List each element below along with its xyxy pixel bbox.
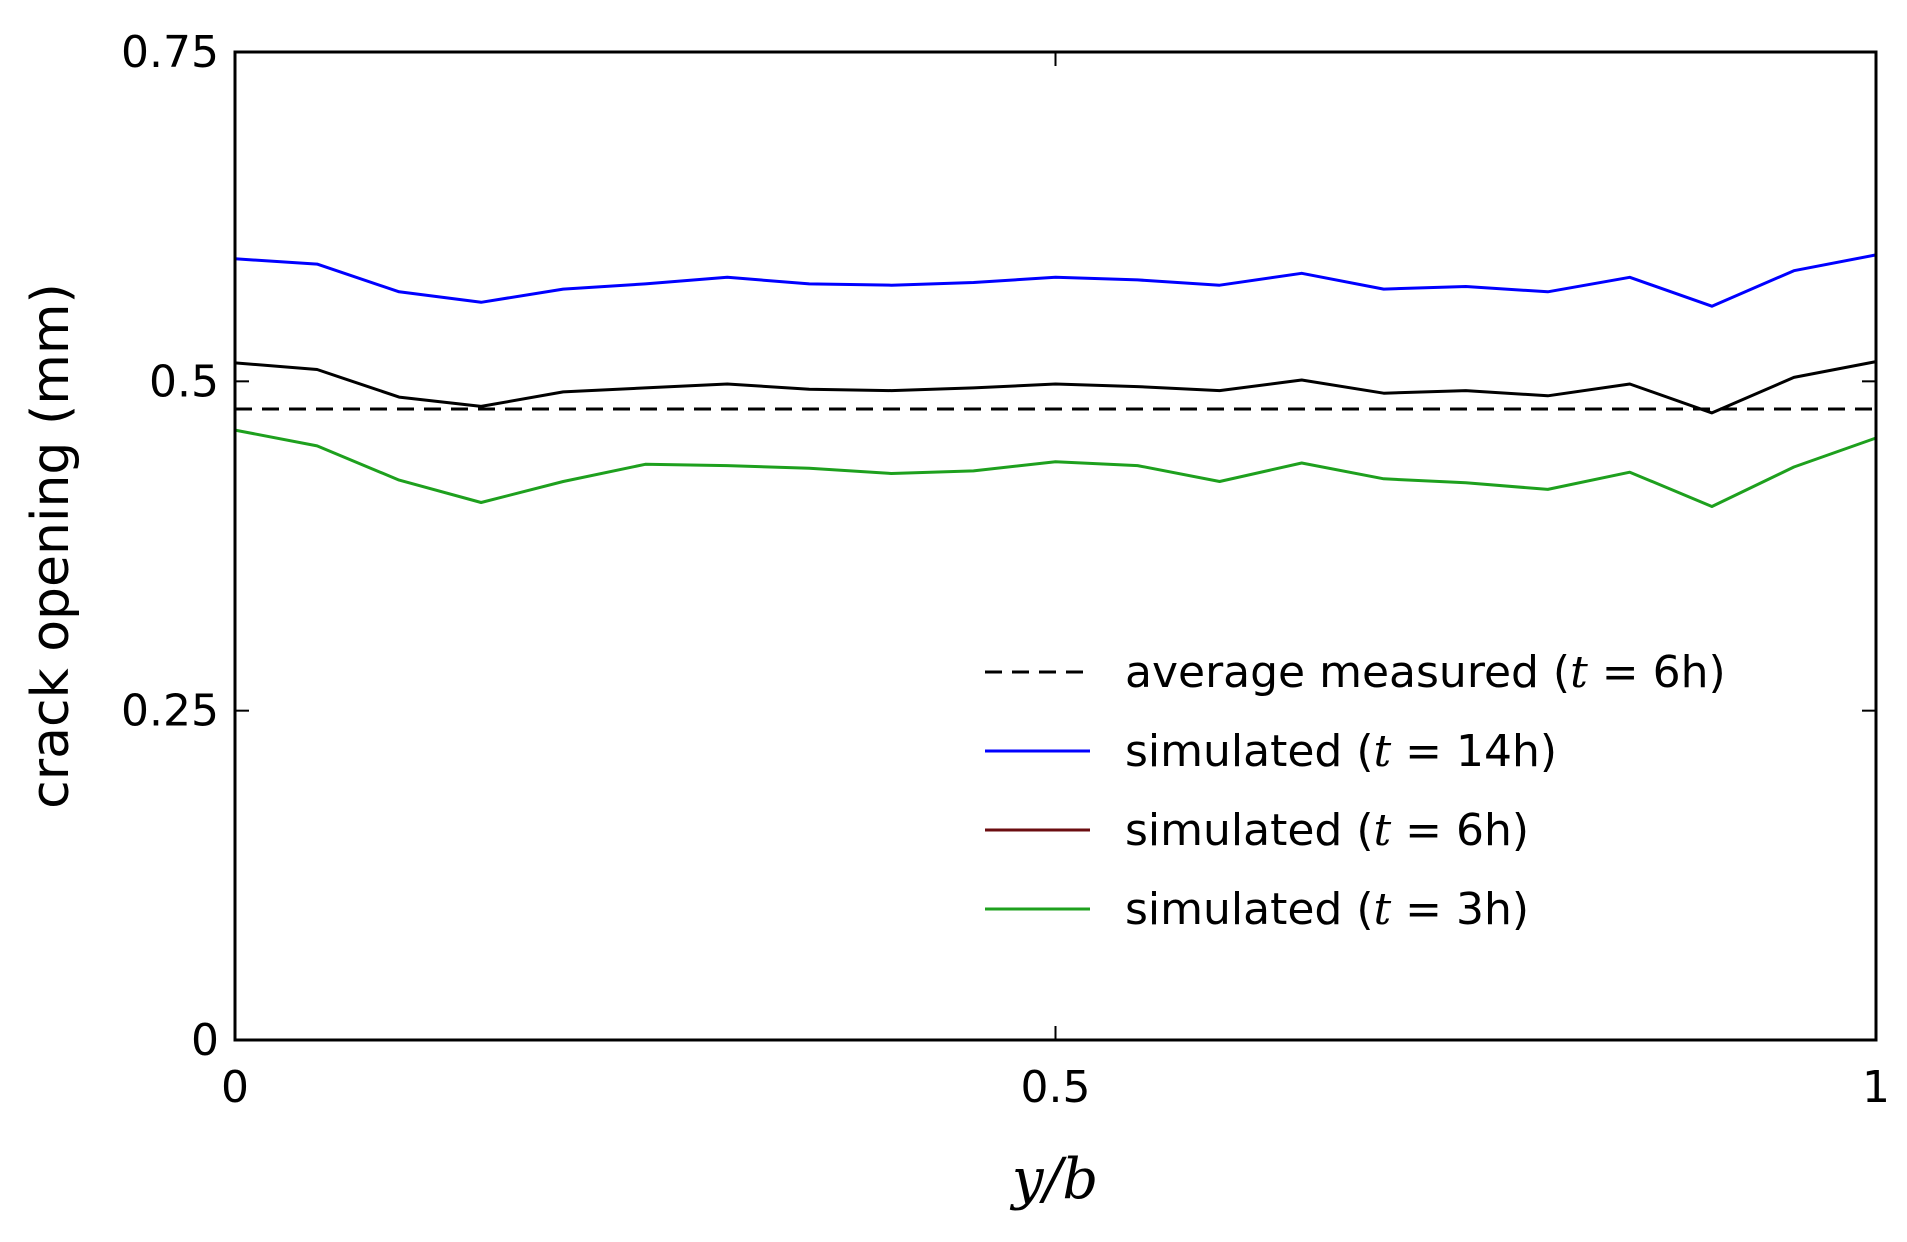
series-line-3 [234, 428, 1877, 508]
series-layer [234, 253, 1877, 508]
tick-layer: 0 0.5 1 0 0.25 0.5 0.75 [121, 27, 1890, 1113]
legend-label-2: simulated (t = 6h) [1125, 805, 1529, 856]
legend-label-1: simulated (t = 14h) [1125, 726, 1557, 777]
legend: average measured (t = 6h) simulated (t = … [985, 647, 1726, 935]
x-axis-title: y/b [1009, 1147, 1098, 1212]
series-line-2 [234, 360, 1877, 415]
series-line-1 [234, 253, 1877, 308]
y-axis-title: crack opening (mm) [21, 283, 81, 809]
x-tick-label: 1 [1862, 1062, 1890, 1113]
legend-label-0: average measured (t = 6h) [1125, 647, 1726, 698]
y-tick-label: 0.25 [121, 686, 219, 737]
y-tick-label: 0.75 [121, 27, 219, 78]
y-tick-label: 0.5 [149, 356, 219, 407]
x-tick-label: 0.5 [1021, 1062, 1091, 1113]
y-tick-label: 0 [191, 1015, 219, 1066]
x-tick-label: 0 [221, 1062, 249, 1113]
legend-label-3: simulated (t = 3h) [1125, 884, 1529, 935]
